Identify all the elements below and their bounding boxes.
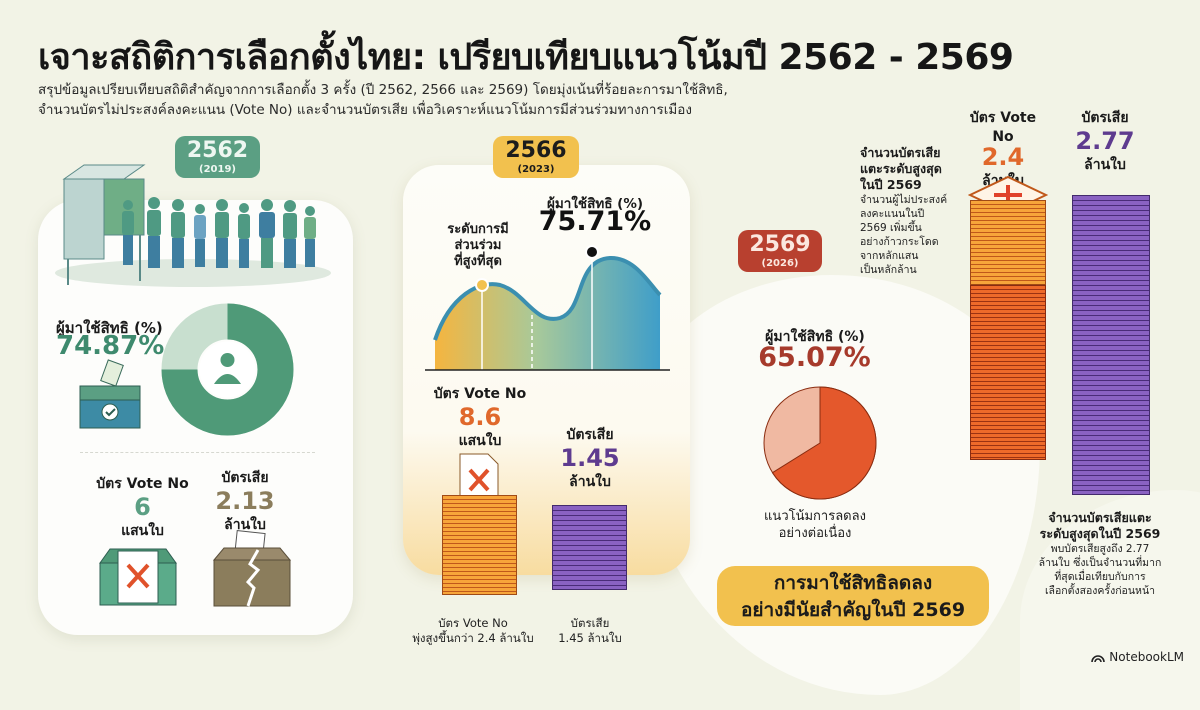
- spoiled-ballot-box-icon: [212, 530, 292, 607]
- side-note-2569: จำนวนบัตรเสีย แตะระดับสูงสุด ในปี 2569 จ…: [860, 145, 970, 277]
- year-label: 2566: [505, 138, 567, 163]
- turnout-wave-chart-2566: [425, 245, 670, 371]
- note-body-line: ล้านใบ ซึ่งเป็นจำนวนที่มาก: [1038, 557, 1162, 569]
- spoiled-value: 2.77: [1075, 127, 1135, 155]
- page-subtitle: สรุปข้อมูลเปรียบเทียบสถิติสำคัญจากการเลื…: [38, 80, 938, 120]
- spoiled-2562: บัตรเสีย 2.13 ล้านใบ: [200, 467, 290, 536]
- vote-no-value: 2.4: [981, 143, 1025, 171]
- vote-no-ballot-stack-2569-top: [970, 200, 1046, 285]
- ballot-box-check-icon: [79, 359, 141, 429]
- trend-note-2569: แนวโน้มการลดลง อย่างต่อเนื่อง: [745, 508, 885, 542]
- spoiled-label: บัตรเสีย: [221, 470, 269, 486]
- turnout-label-2569: ผู้มาใช้สิทธิ (%): [765, 329, 865, 345]
- vote-no-label: บัตร Vote No: [433, 386, 527, 402]
- vote-no-ballot-paper-icon: [459, 453, 499, 503]
- turnout-decline-callout: การมาใช้สิทธิลดลง อย่างมีนัยสำคัญในปี 25…: [717, 566, 989, 626]
- caption-line: บัตร Vote No: [438, 616, 508, 630]
- vote-no-ballot-box-icon: [99, 548, 177, 606]
- gregorian-year: (2026): [761, 258, 799, 269]
- vote-no-2566: บัตร Vote No 8.6 แสนใบ: [425, 383, 535, 452]
- note-title-line: ระดับสูงสุดในปี 2569: [1039, 526, 1161, 541]
- caption-spoiled-2566: บัตรเสีย 1.45 ล้านใบ: [550, 616, 630, 646]
- turnout-label-2562: ผู้มาใช้สิทธิ (%): [56, 319, 163, 337]
- caption-line: 1.45 ล้านใบ: [558, 631, 622, 645]
- spoiled-2566: บัตรเสีย 1.45 ล้านใบ: [550, 424, 630, 493]
- vote-no-label: บัตร Vote No: [969, 110, 1037, 145]
- callout-line: การมาใช้สิทธิลดลง: [773, 572, 933, 594]
- note-body-line: จำนวนผู้ไม่ประสงค์: [860, 194, 948, 206]
- spoiled-value: 1.45: [560, 444, 620, 472]
- caption-line: พุ่งสูงขึ้นกว่า 2.4 ล้านใบ: [412, 631, 534, 645]
- spoiled-value: 2.13: [215, 487, 275, 515]
- note-body-line: พบบัตรเสียสูงถึง 2.77: [1050, 543, 1150, 555]
- spoiled-label: บัตรเสีย: [566, 427, 614, 443]
- year-badge-2566: 2566 (2023): [493, 136, 579, 178]
- brand-label: NotebookLM: [1109, 650, 1184, 664]
- vote-no-label: บัตร Vote No: [96, 476, 189, 492]
- subtitle-line: จำนวนบัตรไม่ประสงค์ลงคะแนน (Vote No) และ…: [38, 102, 692, 118]
- turnout-value-2562: 74.87%: [56, 331, 165, 361]
- vote-no-ballot-stack-2569: [970, 285, 1046, 460]
- spoiled-2569: บัตรเสีย 2.77 ล้านใบ: [1065, 107, 1145, 176]
- note-line: ส่วนร่วม: [454, 238, 502, 253]
- vote-no-unit: แสนใบ: [121, 523, 164, 540]
- turnout-pie-chart-2569: [763, 386, 877, 500]
- voting-queue-illustration: [55, 164, 331, 287]
- vote-no-value: 6: [134, 493, 151, 521]
- subtitle-line: สรุปข้อมูลเปรียบเทียบสถิติสำคัญจากการเลื…: [38, 82, 728, 98]
- spoiled-unit: ล้านใบ: [224, 517, 266, 534]
- trend-line: แนวโน้มการลดลง: [764, 509, 866, 524]
- note-body-line: อย่างก้าวกระโดด: [860, 236, 939, 248]
- note-body-line: เป็นหลักล้าน: [860, 264, 917, 276]
- note-line: ระดับการมี: [447, 222, 509, 237]
- vote-no-2562: บัตร Vote No 6 แสนใบ: [80, 473, 205, 542]
- notebooklm-logo-icon: [1091, 655, 1106, 663]
- notebooklm-brand: NotebookLM: [1091, 650, 1184, 664]
- gregorian-year: (2023): [517, 164, 555, 175]
- spoiled-ballot-stack-2566: [552, 505, 627, 590]
- note-body-line: 2569 เพิ่มขึ้น: [860, 222, 922, 234]
- gregorian-year: (2019): [199, 164, 236, 175]
- year-label: 2562: [186, 138, 249, 163]
- spoiled-unit: ล้านใบ: [1084, 157, 1126, 174]
- turnout-value-2566: 75.71%: [538, 206, 652, 237]
- note-title-line: จำนวนบัตรเสีย: [860, 145, 941, 160]
- note-body-line: ที่สุดเมื่อเทียบกับการ: [1054, 571, 1146, 583]
- divider: [80, 452, 315, 453]
- spoiled-label: บัตรเสีย: [1081, 110, 1129, 126]
- caption-line: บัตรเสีย: [570, 616, 610, 630]
- note-body-line: ลงคะแนนในปี: [860, 208, 925, 220]
- spoiled-unit: ล้านใบ: [569, 474, 611, 491]
- vote-no-ballot-stack-2566: [442, 495, 517, 595]
- vote-no-value: 8.6: [458, 403, 502, 431]
- year-badge-2569: 2569 (2026): [738, 230, 822, 272]
- page-title: เจาะสถิติการเลือกตั้งไทย: เปรียบเทียบแนว…: [38, 37, 1014, 78]
- caption-vote-no-2566: บัตร Vote No พุ่งสูงขึ้นกว่า 2.4 ล้านใบ: [408, 616, 538, 646]
- note-body-line: เลือกตั้งสองครั้งก่อนหน้า: [1044, 585, 1156, 597]
- turnout-donut-chart-2562: [161, 303, 294, 436]
- callout-line: อย่างมีนัยสำคัญในปี 2569: [740, 599, 966, 621]
- note-title-line: แตะระดับสูงสุด: [860, 161, 942, 176]
- spoiled-ballot-stack-2569: [1072, 195, 1150, 495]
- bottom-note-2569: จำนวนบัตรเสียแตะ ระดับสูงสุดในปี 2569 พบ…: [1030, 510, 1170, 598]
- year-badge-2562: 2562 (2019): [175, 136, 260, 178]
- note-line: ที่สูงที่สุด: [454, 254, 502, 269]
- vote-no-unit: แสนใบ: [458, 433, 502, 450]
- note-title-line: จำนวนบัตรเสียแตะ: [1048, 510, 1152, 525]
- turnout-label-2566: ผู้มาใช้สิทธิ (%): [546, 196, 644, 212]
- peak-participation-note: ระดับการมี ส่วนร่วม ที่สูงที่สุด: [438, 222, 518, 270]
- note-body-line: จากหลักแสน: [860, 250, 919, 262]
- year-label: 2569: [749, 232, 811, 257]
- note-title-line: ในปี 2569: [860, 177, 922, 192]
- trend-line: อย่างต่อเนื่อง: [778, 526, 852, 541]
- turnout-value-2569: 65.07%: [758, 342, 871, 373]
